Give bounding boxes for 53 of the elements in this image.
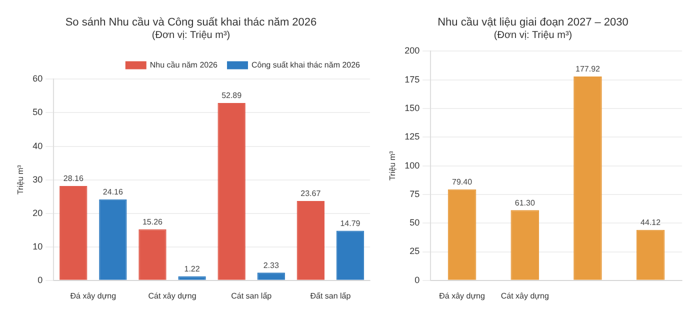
bar (296, 201, 325, 280)
data-label: 23.67 (300, 189, 322, 198)
y-tick-label: 20 (32, 208, 43, 218)
data-label: 15.26 (142, 217, 164, 226)
y-tick-label: 100 (404, 160, 420, 170)
chart-subtitle: (Đơn vị: Triệu m³) (152, 30, 230, 41)
bar (99, 199, 127, 280)
chart-subtitle: (Đơn vị: Triệu m³) (494, 30, 572, 41)
bar (574, 76, 602, 280)
x-tick-label: Đá xây dựng (70, 291, 116, 300)
data-label: 1.22 (184, 264, 200, 274)
bar (510, 210, 540, 280)
bar (636, 230, 665, 280)
data-label: 28.16 (63, 174, 84, 184)
x-tick-label: Đất san lấp (310, 291, 352, 300)
bar (448, 189, 476, 280)
chart-title: Nhu cầu vật liệu giai đoạn 2027 – 2030 (438, 16, 628, 29)
data-label: 61.30 (514, 198, 536, 208)
data-label: 14.79 (340, 219, 361, 228)
y-tick-label: 30 (32, 174, 43, 184)
bar (60, 186, 88, 280)
y-tick-label: 25 (410, 246, 420, 256)
chart-title: So sánh Nhu cầu và Công suất khai thác năm 2026 (65, 16, 317, 29)
bar (218, 103, 246, 280)
y-tick-label: 125 (404, 132, 420, 142)
y-tick-label: 50 (410, 218, 420, 228)
y-tick-label: 0 (414, 274, 420, 285)
y-tick-label: 50 (32, 107, 43, 118)
legend-label: Nhu cầu năm 2026 (150, 60, 218, 70)
y-tick-label: 75 (410, 188, 420, 199)
bar (336, 230, 364, 280)
legend-label: Công suất khai thác năm 2026 (251, 60, 361, 70)
data-label: 177.92 (575, 64, 601, 74)
x-tick-label: Cát san lấp (231, 291, 272, 300)
y-axis-title: Triệu m³ (388, 150, 398, 181)
y-tick-label: 200 (404, 46, 420, 56)
y-tick-label: 175 (404, 74, 420, 84)
y-tick-label: 40 (32, 140, 43, 151)
x-tick-label: Đá xây dựng (439, 291, 485, 300)
y-axis-title: Triệu m³ (16, 164, 26, 195)
y-tick-label: 0 (38, 274, 43, 285)
y-tick-label: 150 (404, 102, 420, 113)
y-tick-label: 60 (32, 74, 43, 84)
y-tick-label: 10 (32, 241, 43, 252)
data-label: 24.16 (102, 188, 124, 197)
bar (138, 229, 166, 280)
data-label: 52.89 (222, 91, 242, 100)
data-label: 79.40 (452, 178, 473, 187)
bar (257, 272, 285, 280)
x-tick-label: Cát xây dựng (500, 291, 549, 300)
x-tick-label: Cát xây dựng (148, 291, 196, 300)
data-label: 2.33 (263, 260, 280, 270)
data-label: 44.12 (640, 218, 662, 228)
